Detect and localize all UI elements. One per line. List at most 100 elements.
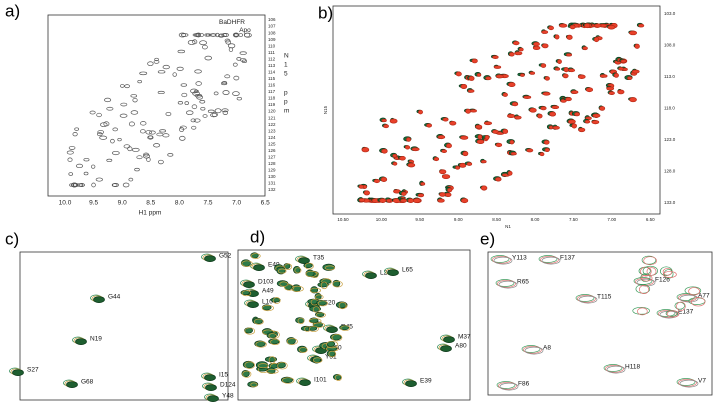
y-tick-label: 123 bbox=[268, 128, 276, 133]
peak-contour bbox=[386, 198, 392, 203]
peak-contour bbox=[308, 318, 322, 324]
peak-contour bbox=[195, 81, 202, 86]
peak-contour bbox=[514, 115, 522, 120]
peak-contour bbox=[99, 122, 108, 127]
peak-contour bbox=[518, 47, 524, 52]
peak-contour bbox=[480, 185, 488, 191]
peak-contour bbox=[196, 32, 201, 38]
peak-contour bbox=[606, 86, 615, 91]
peak-contour bbox=[620, 59, 627, 63]
peak-contour bbox=[578, 127, 586, 133]
peak-contour bbox=[270, 297, 281, 303]
peak-contour bbox=[445, 192, 452, 198]
peak-contour bbox=[236, 96, 242, 101]
y-tick-label: 125 bbox=[268, 141, 276, 146]
peak-contour bbox=[159, 129, 167, 133]
peak-contour bbox=[145, 130, 152, 135]
peak-contour bbox=[599, 106, 606, 111]
peak-contour bbox=[449, 120, 457, 126]
peak-contour bbox=[662, 271, 677, 278]
peak-contour bbox=[112, 183, 119, 187]
peak-label: Y48 bbox=[222, 393, 234, 400]
peak-contour bbox=[407, 162, 416, 168]
peak-contour bbox=[326, 340, 339, 349]
peak-contour bbox=[130, 110, 139, 115]
peak-contour bbox=[592, 113, 601, 118]
peak-contour bbox=[282, 377, 295, 384]
peak-contour bbox=[298, 257, 310, 264]
peak-contour bbox=[270, 339, 281, 346]
peak-contour bbox=[511, 101, 519, 107]
peak-contour bbox=[433, 157, 440, 162]
peak-contour bbox=[74, 127, 80, 131]
peak-contour bbox=[640, 274, 653, 282]
peak-contour bbox=[179, 125, 187, 130]
peak-contour bbox=[459, 162, 467, 168]
peak-contour bbox=[526, 148, 534, 153]
peak-contour bbox=[437, 135, 446, 140]
peak-contour bbox=[266, 368, 279, 374]
peak-label: A80 bbox=[455, 343, 467, 350]
peak-contour bbox=[286, 338, 298, 345]
y-tick-label: 130 bbox=[268, 174, 276, 179]
peak-contour bbox=[66, 150, 74, 155]
y-tick-label: 128 bbox=[268, 161, 276, 166]
peak-contour bbox=[554, 34, 560, 40]
peak-contour bbox=[605, 364, 624, 373]
peak-contour bbox=[95, 177, 103, 182]
peak-contour bbox=[137, 79, 142, 84]
peak-contour bbox=[663, 269, 674, 279]
peak-contour bbox=[426, 123, 432, 128]
peak-contour bbox=[131, 147, 140, 152]
peak-contour bbox=[236, 57, 242, 61]
peak-contour bbox=[373, 179, 380, 184]
y-tick-label: 127 bbox=[268, 155, 276, 160]
y-tick-label: 117 bbox=[268, 89, 276, 94]
peak-contour bbox=[495, 177, 502, 182]
peak-contour bbox=[495, 142, 503, 148]
peak-contour bbox=[119, 84, 125, 88]
x-tick-label: 7.5 bbox=[203, 200, 212, 207]
peak-label: H118 bbox=[625, 364, 640, 371]
peak-contour bbox=[618, 66, 624, 71]
peak-contour bbox=[154, 57, 159, 62]
peak-contour bbox=[570, 90, 579, 95]
peak-contour bbox=[544, 76, 550, 81]
peak-contour bbox=[502, 128, 509, 134]
peak-contour bbox=[293, 265, 301, 274]
peak-contour bbox=[153, 143, 161, 148]
peak-contour bbox=[317, 300, 328, 307]
x-tick-label: 8.50 bbox=[492, 217, 501, 222]
peak-contour bbox=[568, 68, 576, 73]
x-tick-label: 8.0 bbox=[175, 200, 184, 207]
peak-contour bbox=[540, 255, 559, 264]
peak-contour bbox=[640, 273, 651, 282]
peak-contour bbox=[380, 176, 388, 182]
y-tick-label: 103.0 bbox=[664, 11, 676, 16]
peak-contour bbox=[328, 350, 337, 358]
peak-contour bbox=[475, 124, 483, 129]
peak-contour bbox=[507, 113, 516, 119]
peak-contour bbox=[383, 124, 389, 129]
peak-contour bbox=[476, 73, 482, 77]
peak-label: T115 bbox=[597, 294, 612, 301]
peak-contour bbox=[584, 23, 591, 29]
peak-contour bbox=[568, 119, 576, 124]
peak-contour bbox=[493, 65, 502, 69]
peak-contour bbox=[132, 97, 138, 103]
x-tick-label: 10.00 bbox=[376, 217, 388, 222]
peak-contour bbox=[172, 72, 177, 77]
peak-contour bbox=[225, 39, 232, 45]
peak-contour bbox=[566, 34, 573, 40]
peak-contour bbox=[529, 107, 537, 113]
peak-contour bbox=[190, 88, 198, 94]
peak-contour bbox=[222, 110, 229, 115]
peak-contour bbox=[89, 110, 96, 115]
peak-contour bbox=[66, 381, 78, 388]
y-tick-label: 113 bbox=[268, 63, 276, 68]
peak-contour bbox=[139, 71, 148, 76]
peak-contour bbox=[277, 268, 287, 274]
x-tick-label: 8.00 bbox=[531, 217, 540, 222]
peak-contour bbox=[157, 70, 166, 74]
peak-contour bbox=[599, 74, 608, 78]
